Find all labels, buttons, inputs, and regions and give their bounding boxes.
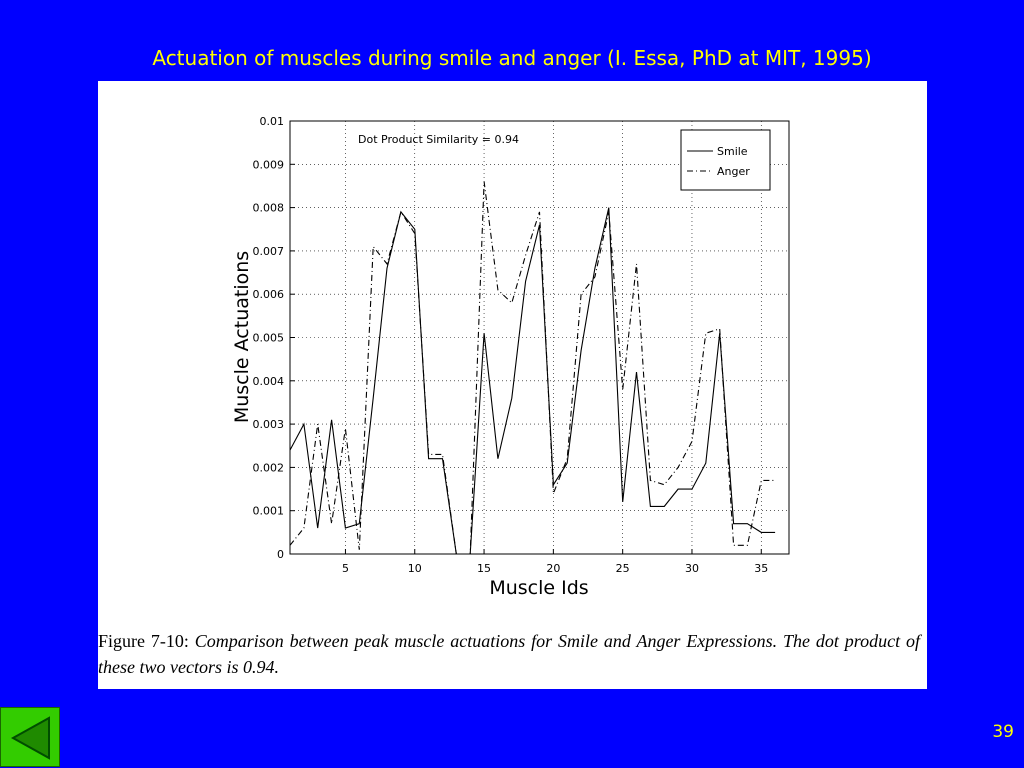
y-tick-label: 0.009 [253, 158, 285, 171]
y-tick-label: 0.01 [260, 115, 285, 128]
figure-panel: 0 0.001 0.002 0.003 0.004 0.005 0.006 0.007 0.00… [98, 81, 927, 689]
y-tick-label: 0.005 [253, 332, 285, 345]
back-button[interactable] [0, 707, 60, 767]
grid [290, 120, 789, 555]
x-tick-label: 35 [754, 562, 768, 575]
legend-anger-label: Anger [717, 165, 750, 178]
line-chart: 0 0.001 0.002 0.003 0.004 0.005 0.006 0.007 0.00… [231, 115, 790, 599]
y-tick-label: 0.003 [253, 418, 285, 431]
y-tick-label: 0.006 [253, 288, 285, 301]
slide-title: Actuation of muscles during smile and an… [152, 46, 872, 70]
legend-smile-label: Smile [717, 145, 748, 158]
left-triangle-icon [10, 716, 50, 760]
series-line-smile [289, 207, 776, 555]
x-tick-label: 30 [685, 562, 699, 575]
y-tick-label: 0.007 [253, 245, 285, 258]
series-lines [289, 181, 776, 555]
y-tick-label: 0 [277, 548, 284, 561]
similarity-annotation: Dot Product Similarity = 0.94 [358, 133, 519, 146]
figure-caption: Figure 7-10: Comparison between peak mus… [98, 628, 920, 680]
caption-text: Comparison between peak muscle actuation… [98, 631, 921, 677]
series-line-anger [289, 181, 776, 555]
x-axis-label: Muscle Ids [489, 577, 588, 599]
caption-lead: Figure 7-10: [98, 631, 189, 651]
x-tick-label: 20 [546, 562, 560, 575]
y-tick-label: 0.004 [253, 375, 285, 388]
x-tick-label: 15 [477, 562, 491, 575]
plot-area [289, 120, 790, 555]
legend-box [680, 129, 771, 191]
tick-labels: 0 0.001 0.002 0.003 0.004 0.005 0.006 0.007 0.00… [253, 115, 769, 575]
y-tick-label: 0.002 [253, 461, 285, 474]
legend: Smile Anger [680, 129, 771, 191]
y-axis-label: Muscle Actuations [231, 251, 253, 423]
x-tick-label: 5 [342, 562, 349, 575]
y-tick-label: 0.001 [253, 505, 285, 518]
x-tick-label: 10 [408, 562, 422, 575]
page-number: 39 [992, 722, 1014, 742]
x-tick-label: 25 [616, 562, 630, 575]
y-tick-label: 0.008 [253, 202, 285, 215]
